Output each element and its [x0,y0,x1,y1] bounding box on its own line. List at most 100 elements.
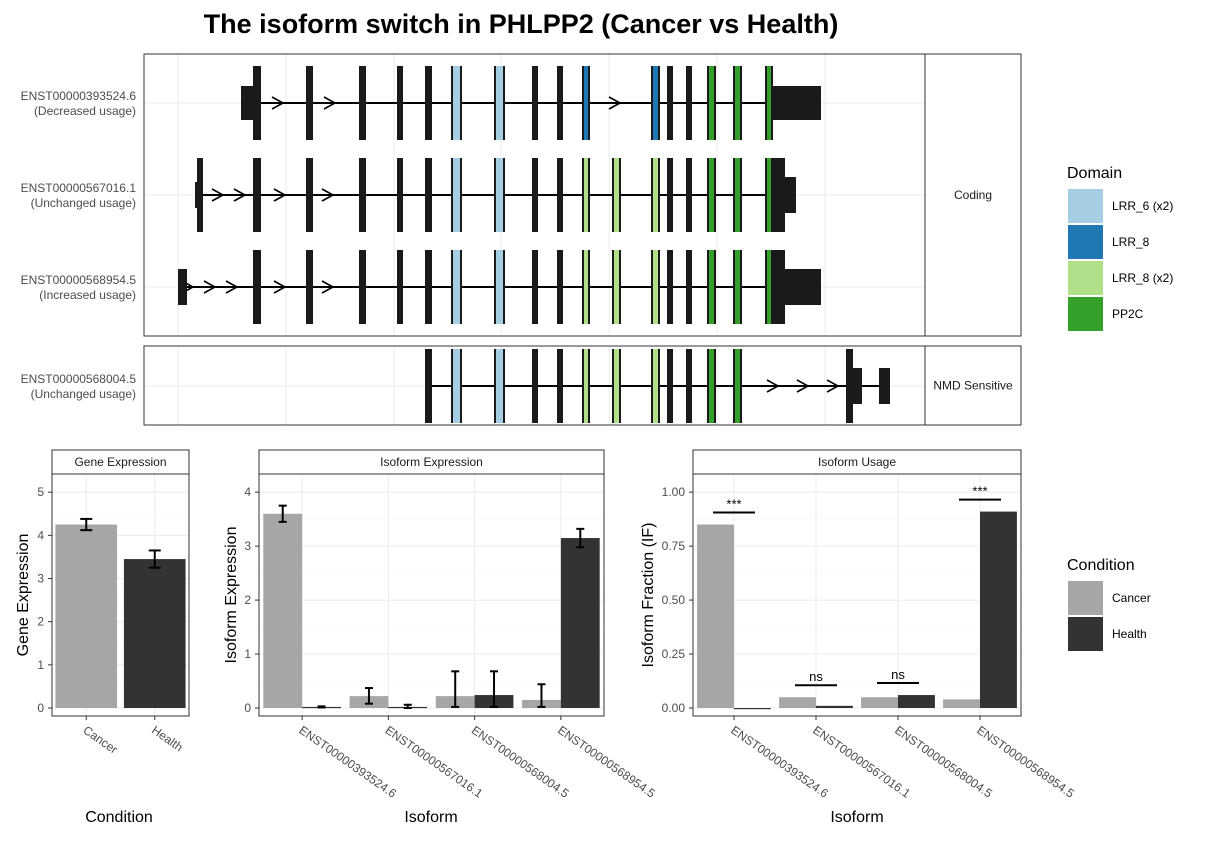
error-bar [148,549,161,569]
significance-marker: *** [713,497,755,514]
exon [557,66,563,140]
strand-arrow [826,379,840,393]
x-tick-label: Health [149,723,185,754]
condition-legend-key [1068,581,1103,615]
chart-strip-label: Isoform Expression [380,455,483,469]
exon [306,66,313,140]
transcript-id-label: ENST00000567016.1 [21,181,137,195]
error-bar [403,703,412,709]
exon [425,66,432,140]
strand-arrow [271,96,285,110]
strand-arrow [233,188,247,202]
domain-exon-lrr-6-x2 [453,66,460,140]
exon [879,368,890,404]
domain-exon-pp2c [735,158,740,232]
bar-cancer [55,524,118,708]
error-bar [451,670,460,708]
domain-legend-label: PP2C [1112,307,1144,321]
transcript-track: ENST00000567016.1(Unchanged usage) [21,158,796,232]
exon [425,250,432,324]
exon [667,66,673,140]
y-tick-label: 0 [37,701,44,715]
exon [197,158,203,232]
bar-health [123,559,186,708]
exon [253,250,261,324]
y-tick-label: 1 [37,658,44,672]
y-tick-label: 3 [37,572,44,586]
domain-exon-pp2c [735,349,740,423]
error-bar [364,687,373,705]
y-tick-label: 0 [244,701,251,715]
exon [773,250,785,324]
exon [425,349,432,423]
bar-chart-panels: Gene Expression 0 1 2 3 4 5 Cancer Health Conditi… [15,449,1077,826]
domain-legend-key [1068,261,1103,295]
x-tick-label: Cancer [81,723,121,757]
exon [667,250,673,324]
error-bar [537,683,546,708]
domain-legend-title: Domain [1067,165,1122,182]
domain-exon-lrr-8 [584,66,588,140]
domain-exon-lrr-6-x2 [453,158,460,232]
transcript-usage-label: (Decreased usage) [34,104,136,118]
domain-exon-pp2c [767,66,771,140]
strand-arrow [273,188,287,202]
exon [397,158,403,232]
domain-legend-key [1068,225,1103,259]
chart-panel-isoform-usage: Isoform Usage 0.00 0.25 0.50 0.75 1.00 *** ns ns… [640,449,1077,826]
y-tick-label: 2 [244,593,251,607]
exon [359,250,366,324]
domain-exon-pp2c [709,66,714,140]
error-bar [490,670,499,708]
transcript-id-label: ENST00000568004.5 [21,372,137,386]
strand-arrow [796,379,810,393]
domain-exon-lrr-8-x2 [653,158,658,232]
chart-strip-label: Gene Expression [74,455,166,469]
condition-legend-key [1068,617,1103,651]
significance-label: ns [891,667,905,682]
significance-marker: ns [795,669,837,687]
exon [846,349,853,423]
domain-exon-lrr-6-x2 [453,250,460,324]
exon [686,158,692,232]
domain-exon-pp2c [709,349,714,423]
significance-label: ns [809,669,823,684]
y-tick-label: 2 [37,615,44,629]
error-bar [278,504,287,523]
exon [253,158,261,232]
exon [397,66,403,140]
domain-legend-label: LRR_8 (x2) [1112,271,1173,285]
exon [241,86,255,120]
strand-arrow [321,188,335,202]
exon [667,158,673,232]
domain-exon-lrr-6-x2 [496,158,503,232]
exon [686,66,692,140]
facet-strip [924,53,1022,337]
significance-label: *** [972,484,987,499]
bar-health [816,705,853,708]
exon [773,86,785,120]
exon [784,269,821,305]
legends: Domain LRR_6 (x2) LRR_8 LRR_8 (x2) PP2C Condi… [1067,165,1173,651]
domain-exon-lrr-8-x2 [584,158,588,232]
y-tick-label: 4 [37,528,44,542]
error-bar [80,517,93,532]
domain-legend-key [1068,297,1103,331]
error-bar [576,527,585,549]
domain-exon-lrr-8-x2 [584,349,588,423]
significance-marker: *** [959,484,1001,501]
y-tick-label: 0.75 [662,539,686,553]
domain-exon-lrr-8-x2 [584,250,588,324]
strand-arrow [273,280,287,294]
y-tick-label: 0.25 [662,647,686,661]
condition-legend-title: Condition [1067,557,1135,574]
chart-strip [51,449,190,475]
strand-arrow [766,379,780,393]
domain-exon-lrr-8-x2 [614,158,619,232]
domain-exon-lrr-8-x2 [614,349,619,423]
domain-exon-pp2c [709,250,714,324]
exon [532,158,538,232]
y-tick-label: 3 [244,539,251,553]
strand-arrow [608,96,622,110]
